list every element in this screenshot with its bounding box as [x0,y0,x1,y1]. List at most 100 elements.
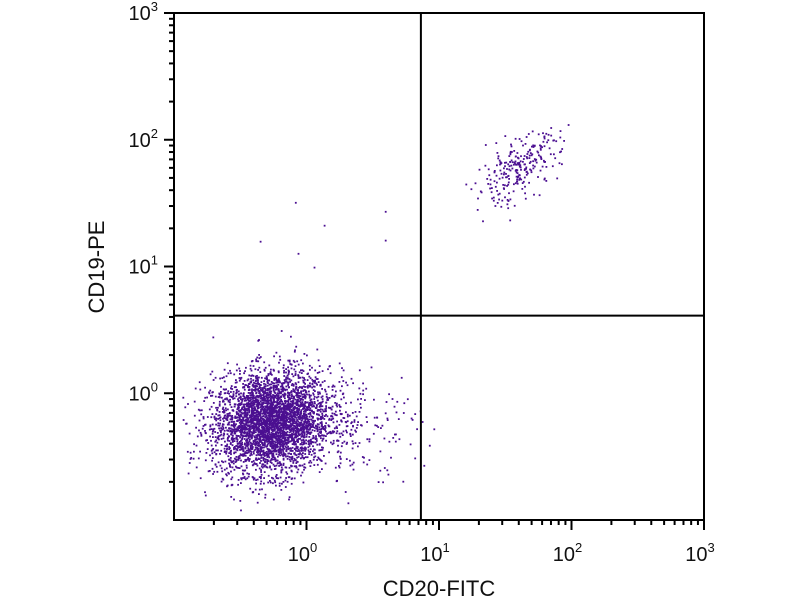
data-point [189,451,192,454]
data-point [243,416,246,418]
data-point [279,421,281,424]
data-point [280,429,283,432]
data-point [270,373,273,376]
data-point [505,176,507,179]
data-point [278,425,281,427]
data-point [306,386,309,389]
data-point [258,387,260,390]
data-point [260,394,263,397]
data-point [233,426,236,429]
data-point [336,402,338,405]
data-point [251,415,253,418]
data-point [320,422,323,425]
data-point [346,420,349,423]
data-point [220,427,222,429]
data-point [223,392,226,395]
data-point [265,422,267,425]
data-point [223,447,226,450]
data-point [252,460,255,462]
data-point [213,427,216,430]
data-point [254,444,257,446]
data-point [214,395,217,398]
data-point [232,397,234,400]
data-point [285,414,288,417]
data-point [220,444,223,446]
data-point [275,450,277,453]
data-point [304,386,306,388]
data-point [507,200,510,202]
data-point [332,417,335,420]
data-point [303,463,306,466]
data-point [331,394,334,397]
x-tick-label: 102 [553,540,582,566]
data-point [543,178,546,181]
data-point [278,389,280,392]
data-point [256,382,258,385]
data-point [224,445,227,447]
data-point [542,132,544,135]
data-point [310,453,313,456]
data-point [345,458,348,460]
data-point [490,191,493,194]
data-point [260,421,263,424]
data-point [308,364,311,367]
data-point [270,411,273,414]
data-point [276,424,279,427]
data-point [309,412,312,415]
data-point [190,457,193,459]
data-point [238,467,241,469]
data-point [243,388,246,391]
data-point [298,417,300,420]
data-point [229,372,232,375]
data-point [300,424,303,426]
data-point [255,454,258,457]
data-point [258,385,261,388]
data-point [253,417,256,420]
data-point [247,447,250,450]
data-point [285,380,288,383]
data-point [247,389,250,391]
y-axis-label: CD19-PE [84,221,109,314]
data-point [258,437,261,440]
data-point [292,415,295,417]
data-point [304,448,307,451]
data-point [330,419,333,421]
data-point [216,470,219,473]
data-point [258,493,260,495]
data-point [277,383,280,386]
data-point [272,428,275,431]
data-point [289,420,292,423]
data-point [414,457,417,460]
data-point [271,417,274,420]
data-point [223,411,226,414]
data-point [285,443,288,446]
data-point [266,405,269,407]
data-point [208,428,211,431]
data-point [526,172,529,175]
data-point [308,451,310,453]
data-point [261,430,264,432]
data-point [352,382,354,385]
data-point [298,397,301,400]
data-point [280,448,283,451]
data-point [290,482,293,485]
data-point [265,424,267,427]
data-point [259,413,262,416]
data-point [266,409,269,412]
data-point [286,374,289,377]
data-point [241,443,243,446]
data-point [284,393,287,396]
data-point [362,461,365,464]
data-point [428,444,431,447]
data-point [295,465,297,468]
data-point [328,397,331,399]
data-point [255,398,257,401]
data-point [376,416,378,419]
data-point [307,423,310,425]
data-point [260,420,263,422]
data-point [299,464,302,467]
data-point [256,437,259,440]
data-point [281,419,284,421]
data-point [342,369,345,372]
data-point [341,367,343,369]
